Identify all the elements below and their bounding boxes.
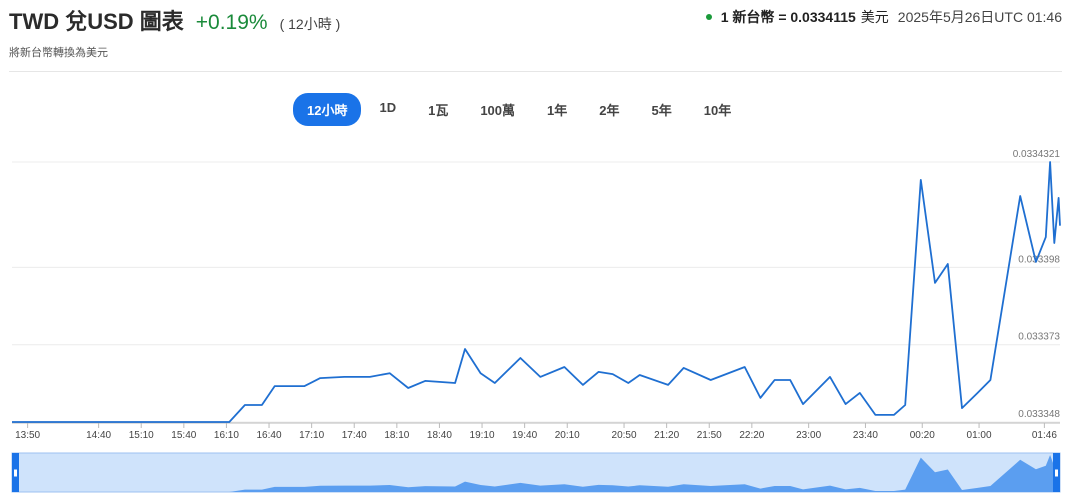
timestamp: 2025年5月26日UTC 01:46 (897, 9, 1062, 25)
x-tick-label: 18:10 (384, 430, 409, 441)
navigator-area (12, 455, 1060, 492)
x-tick-label: 18:40 (427, 430, 452, 441)
x-tick-label: 16:40 (257, 430, 282, 441)
rate-unit: 美元 (860, 9, 889, 25)
range-buttons: 12小時 1D 1瓦 100萬 1年 2年 5年 10年 (293, 93, 745, 126)
y-tick-label: 0.033398 (1018, 254, 1060, 265)
range-button[interactable]: 1D (379, 100, 397, 115)
x-tick-label: 01:00 (967, 430, 992, 441)
rate: 1 新台幣 = 0.0334115 (720, 9, 856, 25)
x-tick-label: 20:50 (612, 430, 637, 441)
change: +0.19% (195, 11, 268, 34)
title: TWD 兌USD 圖表 (9, 9, 184, 34)
range-button[interactable]: 2年 (599, 103, 620, 118)
x-tick-label: 14:40 (86, 430, 111, 441)
x-tick-label: 22:20 (739, 430, 764, 441)
x-tick-label: 21:50 (697, 430, 722, 441)
range-button[interactable]: 1瓦 (428, 103, 449, 118)
range-button[interactable]: 100萬 (480, 103, 516, 118)
rate-box: 1 新台幣 = 0.0334115 美元 2025年5月26日UTC 01:46 (705, 7, 1062, 27)
x-tick-label: 16:10 (214, 430, 239, 441)
y-tick-label: 0.033373 (1018, 332, 1060, 343)
price-line (12, 161, 1061, 423)
header: TWD 兌USD 圖表 +0.19% ( 12小時 ) (9, 4, 340, 36)
x-tick-label: 23:00 (796, 430, 821, 441)
x-tick-label: 00:20 (910, 430, 935, 441)
live-dot (705, 14, 712, 20)
x-tick-label: 15:10 (129, 430, 154, 441)
separator (9, 71, 1062, 72)
x-tick-label: 20:10 (555, 430, 580, 441)
range-button[interactable]: 5年 (651, 103, 672, 118)
x-tick-label: 19:10 (470, 430, 495, 441)
x-tick-label: 21:20 (654, 430, 679, 441)
period: ( 12小時 ) (279, 16, 341, 32)
range-button[interactable]: 10年 (703, 103, 732, 118)
x-tick-label: 13:50 (15, 430, 40, 441)
y-tick-label: 0.033348 (1018, 409, 1060, 420)
subtitle: 將新台幣轉換為美元 (9, 47, 108, 59)
x-tick-label: 15:40 (171, 430, 196, 441)
y-tick-label: 0.0334321 (1013, 149, 1061, 160)
x-tick-label: 17:40 (342, 430, 367, 441)
handle-grip (1055, 469, 1058, 477)
x-tick-label: 17:10 (299, 430, 324, 441)
x-tick-label: 19:40 (512, 430, 537, 441)
range-button[interactable]: 12小時 (293, 93, 362, 126)
handle-grip (14, 469, 17, 477)
range-button[interactable]: 1年 (547, 103, 568, 118)
x-tick-label: 23:40 (853, 430, 878, 441)
x-tick-label: 01:46 (1032, 430, 1057, 441)
